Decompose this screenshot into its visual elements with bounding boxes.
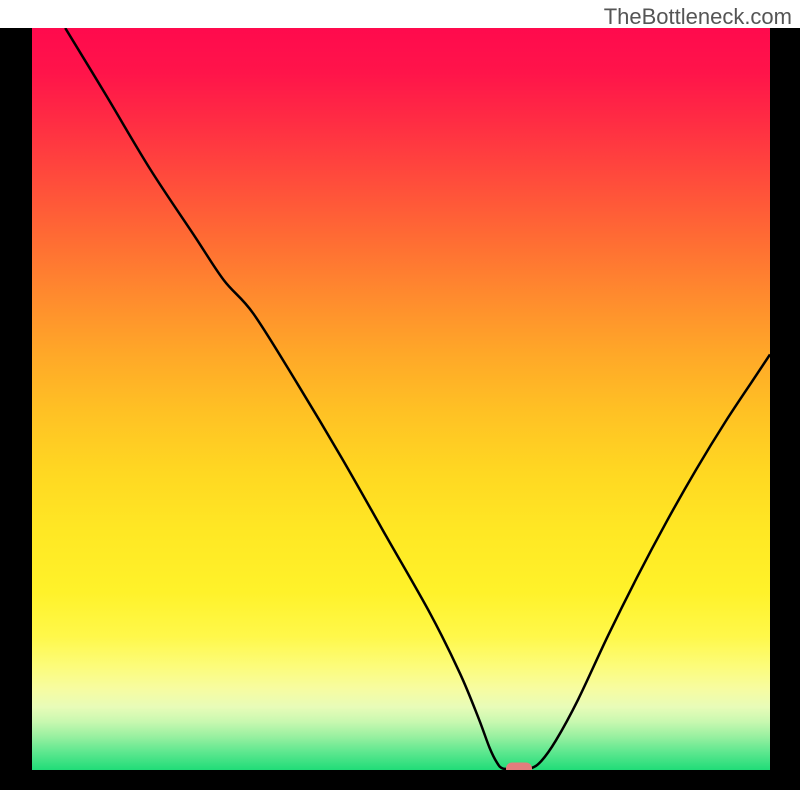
axis-border-left (0, 28, 32, 790)
axis-border-right (770, 28, 800, 790)
plot-area (32, 28, 770, 770)
watermark: TheBottleneck.com (604, 4, 792, 30)
bottleneck-curve (32, 28, 770, 770)
chart-container: TheBottleneck.com (0, 0, 800, 800)
axis-border-bottom (0, 770, 800, 790)
